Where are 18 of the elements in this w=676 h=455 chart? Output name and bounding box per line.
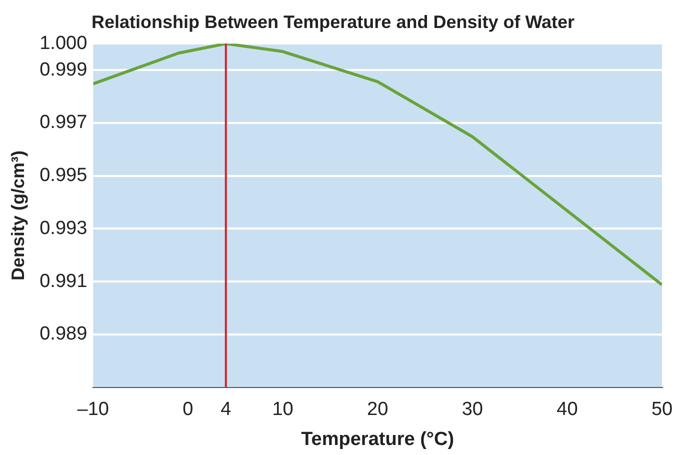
y-tick-label: 0.989 bbox=[40, 324, 88, 345]
x-tick-label: –10 bbox=[77, 399, 109, 420]
x-tick-label: 4 bbox=[220, 399, 232, 420]
y-tick-label: 1.000 bbox=[40, 32, 88, 54]
chart-title: Relationship Between Temperature and Density of Water bbox=[91, 12, 575, 32]
x-tick-label: 0 bbox=[182, 399, 194, 420]
x-tick-label: 30 bbox=[462, 399, 483, 420]
y-tick-label: 0.995 bbox=[40, 165, 88, 186]
x-axis-title: Temperature (°C) bbox=[301, 428, 454, 450]
y-tick-label: 0.991 bbox=[40, 270, 88, 292]
x-tick-label: 10 bbox=[272, 399, 294, 420]
y-tick-label: 0.993 bbox=[40, 218, 88, 239]
x-tick-label: 50 bbox=[651, 399, 673, 420]
x-tick-label: 40 bbox=[556, 399, 578, 420]
y-axis-title: Density (g/cm³) bbox=[8, 150, 28, 281]
x-tick-label: 20 bbox=[367, 399, 388, 420]
y-tick-label: 0.997 bbox=[40, 112, 88, 134]
y-tick-label: 0.999 bbox=[40, 59, 88, 80]
